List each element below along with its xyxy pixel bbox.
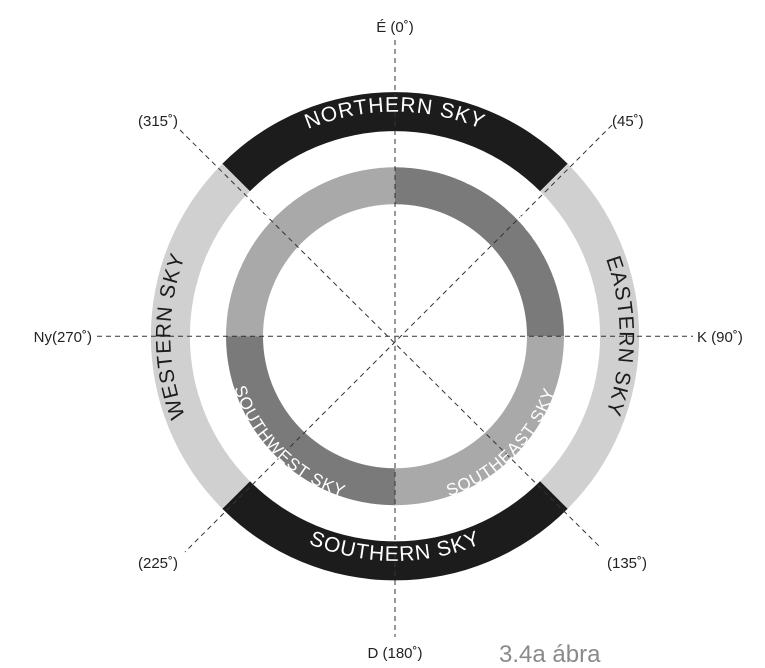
outer-segment-western xyxy=(150,163,250,509)
inner-ring xyxy=(226,167,564,506)
north-label: É (0˚) xyxy=(376,19,414,36)
east-label: K (90˚) xyxy=(697,329,743,346)
southeast-label: (135˚) xyxy=(607,555,647,572)
northwest-label: (315˚) xyxy=(138,113,178,130)
outer-segment-southern xyxy=(222,481,568,581)
inner-segment-northwest xyxy=(226,167,395,337)
outer-segment-eastern xyxy=(540,163,640,509)
direction-labels: É (0˚) (45˚) K (90˚) (135˚) D (180˚) (22… xyxy=(34,19,743,662)
west-label: Ny(270˚) xyxy=(34,329,92,346)
south-label: D (180˚) xyxy=(367,645,422,662)
southwest-label: (225˚) xyxy=(138,555,178,572)
axis-northeast-southwest xyxy=(184,124,613,553)
northeast-label: (45˚) xyxy=(612,113,644,130)
inner-segment-southwest xyxy=(226,336,395,506)
figure-caption: 3.4a ábra xyxy=(499,641,601,668)
outer-segment-northern xyxy=(222,92,568,192)
inner-segment-southeast xyxy=(395,336,564,506)
direction-axes xyxy=(97,40,693,637)
inner-segment-northeast xyxy=(395,167,564,337)
outer-ring xyxy=(150,92,640,581)
